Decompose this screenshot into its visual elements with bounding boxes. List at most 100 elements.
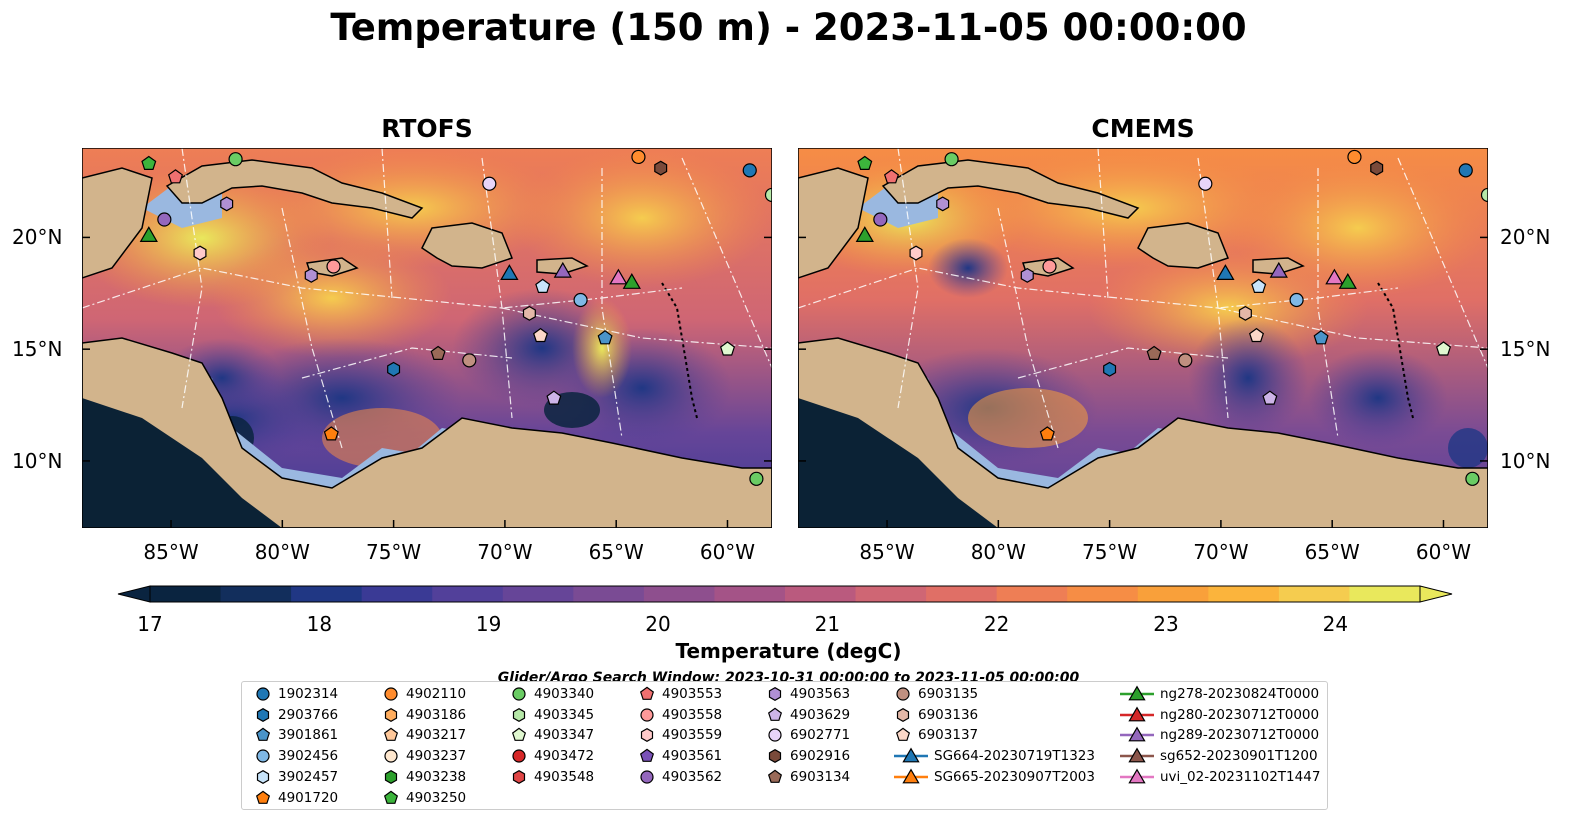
- legend-label: 3902457: [278, 768, 339, 785]
- legend-marker: [511, 728, 527, 742]
- legend-circle-icon: [384, 749, 398, 763]
- colorbar-segment: [432, 586, 504, 602]
- legend-item: 4903345: [510, 705, 594, 725]
- legend-triangle-icon: [1128, 726, 1146, 742]
- legend-marker: [256, 769, 270, 784]
- legend-pentagon-icon: [383, 728, 399, 742]
- legend-marker: [640, 708, 654, 722]
- legend-hexagon-icon: [768, 687, 782, 701]
- legend-label: 4903250: [406, 789, 467, 806]
- legend-hexagon-icon: [640, 728, 654, 743]
- float-marker: [883, 169, 900, 184]
- legend-item: 6903135: [894, 684, 978, 704]
- float-marker: [1198, 176, 1213, 191]
- colorbar-segment: [1137, 586, 1209, 602]
- float-marker: [1347, 149, 1362, 165]
- legend-label: 4903186: [406, 706, 467, 723]
- legend-label: 1902314: [278, 686, 339, 702]
- lon-tick-label: 80°W: [970, 540, 1026, 564]
- lon-tick-label: 70°W: [1193, 540, 1249, 564]
- colorbar-segment: [714, 586, 786, 602]
- legend-label: ng278-20230824T0000: [1160, 686, 1320, 702]
- legend-label: SG665-20230907T2003: [934, 768, 1095, 785]
- legend-marker: [894, 747, 928, 763]
- lat-tick-label-right: 20°N: [1500, 225, 1551, 250]
- colorbar-segment: [220, 586, 292, 602]
- legend-marker: [767, 707, 783, 721]
- colorbar-tick-label: 21: [814, 612, 841, 636]
- legend-label: 6903135: [918, 686, 979, 702]
- legend-marker: [512, 687, 526, 701]
- legend-label: 4903345: [534, 706, 595, 723]
- legend-triangle-icon: [1128, 706, 1146, 722]
- legend-circle-icon: [768, 728, 782, 742]
- colorbar-segment: [1067, 586, 1139, 602]
- legend-item: 2903766: [254, 705, 338, 725]
- lon-tick-label: 70°W: [477, 540, 533, 564]
- legend-label: 6903134: [790, 768, 851, 785]
- legend-item: 4903553: [638, 684, 722, 704]
- float-marker: [220, 196, 234, 212]
- float-marker: [535, 278, 551, 293]
- float-marker: [546, 390, 562, 405]
- float-marker: [654, 160, 668, 176]
- float-marker: [323, 426, 339, 441]
- legend-label: 4903553: [662, 686, 723, 702]
- float-marker: [1313, 330, 1329, 345]
- legend-marker: [768, 749, 782, 764]
- legend-item: 4901720: [254, 788, 338, 808]
- legend-label: 4903559: [662, 727, 723, 744]
- legend-marker: [512, 749, 526, 763]
- glider-marker: [609, 268, 628, 285]
- colorbar-tick-label: 20: [645, 612, 671, 636]
- lon-tick-label: 75°W: [1081, 540, 1138, 564]
- lon-tick-label: 60°W: [1415, 540, 1472, 564]
- legend-pentagon-icon: [511, 728, 527, 742]
- legend-marker: [640, 728, 654, 743]
- float-marker: [1248, 327, 1265, 343]
- legend-label: 4903548: [534, 768, 595, 785]
- legend-marker: [384, 749, 398, 763]
- legend-label: 4903558: [662, 706, 723, 723]
- legend-item: ng280-20230712T0000: [1120, 705, 1319, 725]
- legend-marker: [895, 728, 911, 742]
- lon-tick-label: 60°W: [699, 540, 756, 564]
- legend-circle-icon: [384, 687, 398, 701]
- floats-layer: [855, 149, 1488, 486]
- float-marker: [167, 169, 184, 184]
- float-marker: [1039, 426, 1055, 441]
- legend-label: 4903237: [406, 748, 467, 765]
- legend-pentagon-icon: [383, 790, 399, 804]
- float-marker: [1262, 390, 1278, 405]
- legend-label: 2903766: [278, 706, 339, 723]
- legend-label: ng289-20230712T0000: [1160, 727, 1320, 744]
- float-marker: [936, 196, 950, 212]
- legend-label: 4903563: [790, 686, 851, 702]
- colorbar: [117, 585, 1453, 603]
- float-marker: [141, 155, 157, 170]
- legend-item: 4903559: [638, 725, 722, 745]
- float-marker: [1103, 361, 1117, 377]
- legend-item: 6903136: [894, 705, 978, 725]
- colorbar-segment: [361, 586, 433, 602]
- legend-marker: [256, 707, 270, 722]
- legend-triangle-icon: [1128, 768, 1146, 784]
- colorbar-frame: [149, 585, 1421, 603]
- colorbar-extend-low: [117, 585, 151, 603]
- legend-marker: [383, 790, 399, 804]
- legend-pentagon-icon: [895, 728, 911, 742]
- legend-triangle-icon: [902, 768, 920, 784]
- colorbar-segment: [926, 586, 998, 602]
- colorbar-segment: [1349, 586, 1421, 602]
- float-marker: [719, 341, 736, 356]
- legend-item: 4902110: [382, 684, 466, 704]
- legend-marker: [255, 790, 271, 804]
- float-marker: [1251, 278, 1267, 293]
- legend-item: 4903548: [510, 767, 594, 787]
- legend-marker: [1120, 768, 1154, 784]
- legend-item: 3902457: [254, 767, 338, 787]
- legend-hexagon-icon: [384, 707, 398, 722]
- legend-marker: [896, 707, 910, 722]
- colorbar-segment: [502, 586, 574, 602]
- colorbar-tick-label: 23: [1153, 612, 1179, 636]
